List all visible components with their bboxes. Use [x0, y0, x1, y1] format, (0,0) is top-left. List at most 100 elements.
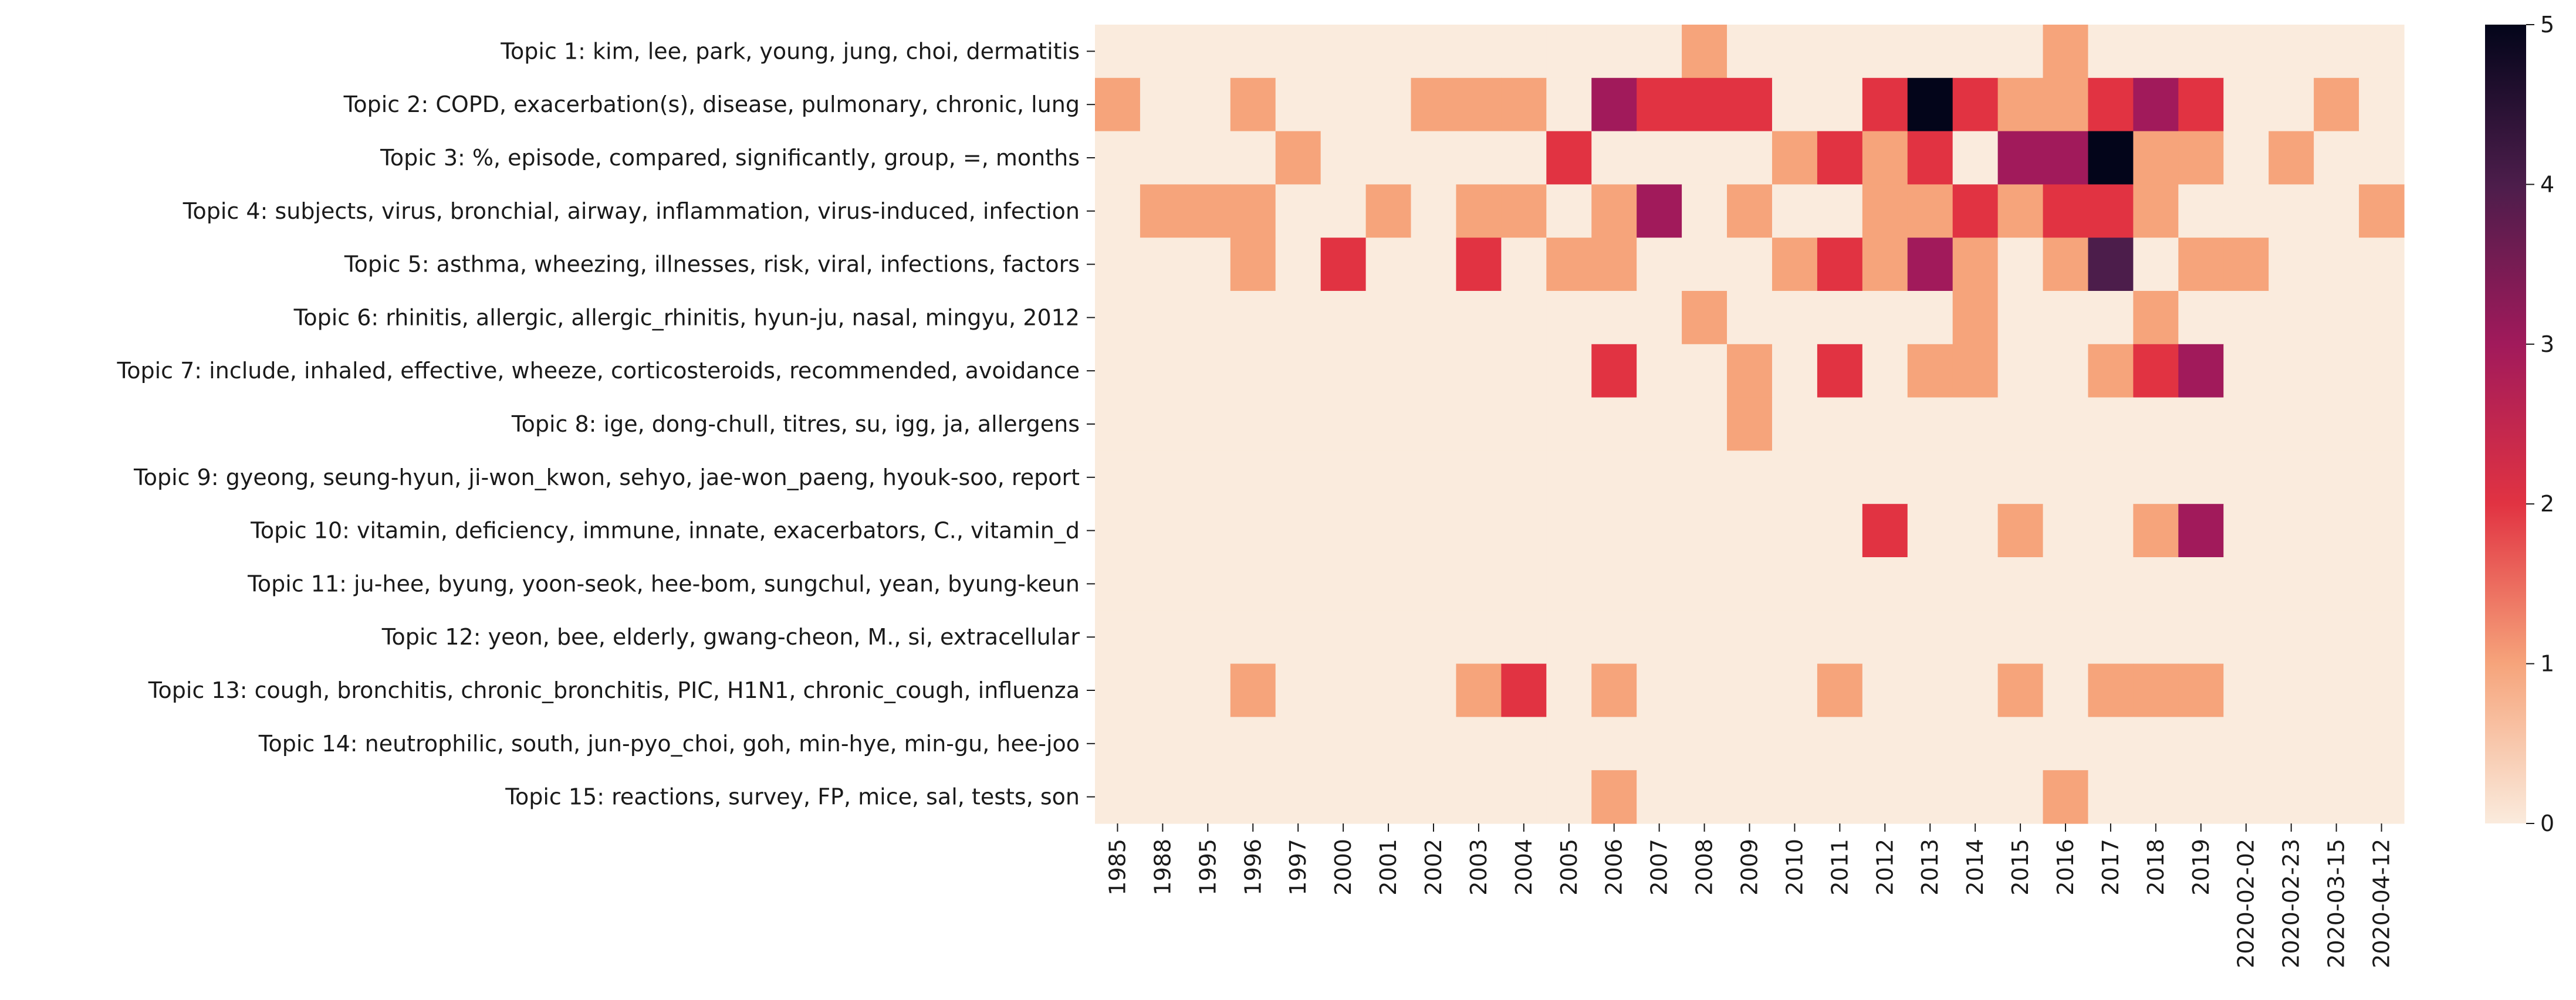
- heatmap-cell-r2-c26: [2223, 77, 2269, 132]
- heatmap-cell-r9-c13: [1637, 450, 1682, 504]
- heatmap-cell-r5-c14: [1682, 238, 1728, 291]
- colorbar-tick-label: 1: [2540, 651, 2554, 677]
- heatmap-cell-r1-c5: [1275, 25, 1321, 79]
- heatmap-cell-r6-c18: [1862, 291, 1908, 345]
- heatmap-cell-r1-c22: [2043, 25, 2089, 79]
- heatmap-cell-r10-c1: [1095, 504, 1141, 558]
- heatmap-cell-r8-c27: [2269, 397, 2314, 451]
- heatmap-cell-r13-c8: [1411, 663, 1457, 717]
- heatmap-cell-r14-c20: [1952, 717, 1999, 771]
- heatmap-cell-r13-c1: [1095, 663, 1141, 717]
- heatmap-cell-r9-c24: [2133, 450, 2179, 504]
- heatmap-cell-r8-c7: [1365, 397, 1412, 451]
- heatmap-cell-r14-c18: [1862, 717, 1908, 771]
- x-tick-label: 1995: [1195, 839, 1221, 896]
- heatmap-cell-r9-c9: [1456, 450, 1502, 504]
- heatmap-cell-r9-c7: [1365, 450, 1412, 504]
- heatmap-cell-r10-c18: [1862, 504, 1908, 558]
- heatmap-cell-r9-c1: [1095, 450, 1141, 504]
- heatmap-cell-r14-c10: [1501, 717, 1547, 771]
- heatmap-cell-r4-c29: [2359, 184, 2405, 238]
- heatmap-cell-r6-c21: [1997, 291, 2044, 345]
- heatmap-cell-r6-c20: [1952, 291, 1999, 345]
- heatmap-cell-r13-c27: [2269, 663, 2314, 717]
- heatmap-cells: [1095, 25, 2405, 824]
- heatmap-cell-r11-c27: [2269, 557, 2314, 611]
- heatmap-cell-r5-c3: [1185, 238, 1231, 291]
- heatmap-cell-r6-c5: [1275, 291, 1321, 345]
- heatmap-cell-r8-c9: [1456, 397, 1502, 451]
- x-tick-label: 2002: [1421, 839, 1446, 896]
- heatmap-cell-r10-c9: [1456, 504, 1502, 558]
- heatmap-cell-r4-c13: [1637, 184, 1682, 238]
- heatmap-cell-r15-c21: [1997, 770, 2044, 824]
- heatmap-cell-r13-c13: [1637, 663, 1682, 717]
- x-tick-label: 2015: [2007, 839, 2033, 896]
- heatmap-cell-r13-c11: [1546, 663, 1592, 717]
- heatmap-cell-r14-c9: [1456, 717, 1502, 771]
- heatmap-cell-r1-c19: [1907, 25, 1953, 79]
- heatmap-cell-r15-c26: [2223, 770, 2269, 824]
- heatmap-cell-r5-c19: [1907, 238, 1953, 291]
- heatmap-cell-r4-c15: [1727, 184, 1773, 238]
- heatmap-cell-r9-c27: [2269, 450, 2314, 504]
- heatmap-cell-r2-c8: [1411, 77, 1457, 132]
- heatmap-cell-r10-c16: [1772, 504, 1818, 558]
- heatmap-cell-r7-c23: [2088, 344, 2134, 398]
- heatmap-cell-r3-c24: [2133, 131, 2179, 185]
- heatmap-cell-r10-c8: [1411, 504, 1457, 558]
- heatmap-cell-r1-c2: [1140, 25, 1186, 79]
- heatmap-cell-r14-c8: [1411, 717, 1457, 771]
- x-tick-label: 2013: [1917, 839, 1943, 896]
- heatmap-cell-r2-c1: [1095, 77, 1141, 132]
- heatmap-cell-r5-c23: [2088, 238, 2134, 291]
- heatmap-cell-r4-c5: [1275, 184, 1321, 238]
- heatmap-cell-r12-c29: [2359, 610, 2405, 665]
- heatmap-cell-r15-c23: [2088, 770, 2134, 824]
- heatmap-cell-r4-c23: [2088, 184, 2134, 238]
- heatmap-cell-r7-c29: [2359, 344, 2405, 398]
- y-tick-label: Topic 6: rhinitis, allergic, allergic_rh…: [293, 304, 1080, 330]
- heatmap-cell-r9-c23: [2088, 450, 2134, 504]
- heatmap-cell-r7-c13: [1637, 344, 1682, 398]
- heatmap-cell-r13-c7: [1365, 663, 1412, 717]
- heatmap-cell-r13-c21: [1997, 663, 2044, 717]
- heatmap-cell-r11-c25: [2178, 557, 2224, 611]
- x-tick-label: 2019: [2188, 839, 2214, 896]
- heatmap-cell-r15-c2: [1140, 770, 1186, 824]
- heatmap-cell-r11-c29: [2359, 557, 2405, 611]
- heatmap-cell-r8-c21: [1997, 397, 2044, 451]
- heatmap-cell-r12-c25: [2178, 610, 2224, 665]
- heatmap-cell-r11-c22: [2043, 557, 2089, 611]
- heatmap-cell-r6-c2: [1140, 291, 1186, 345]
- heatmap-cell-r11-c7: [1365, 557, 1412, 611]
- heatmap-cell-r14-c1: [1095, 717, 1141, 771]
- heatmap-cell-r9-c15: [1727, 450, 1773, 504]
- heatmap-cell-r8-c29: [2359, 397, 2405, 451]
- heatmap-cell-r2-c13: [1637, 77, 1682, 132]
- heatmap-cell-r15-c10: [1501, 770, 1547, 824]
- heatmap-cell-r7-c3: [1185, 344, 1231, 398]
- heatmap-cell-r1-c11: [1546, 25, 1592, 79]
- heatmap-cell-r14-c11: [1546, 717, 1592, 771]
- heatmap-cell-r13-c19: [1907, 663, 1953, 717]
- heatmap-cell-r2-c22: [2043, 77, 2089, 132]
- heatmap-cell-r8-c22: [2043, 397, 2089, 451]
- heatmap-cell-r10-c10: [1501, 504, 1547, 558]
- heatmap-cell-r15-c24: [2133, 770, 2179, 824]
- heatmap-cell-r10-c22: [2043, 504, 2089, 558]
- heatmap-cell-r7-c24: [2133, 344, 2179, 398]
- heatmap-cell-r11-c20: [1952, 557, 1999, 611]
- heatmap-cell-r2-c17: [1817, 77, 1863, 132]
- heatmap-cell-r8-c24: [2133, 397, 2179, 451]
- heatmap-cell-r9-c29: [2359, 450, 2405, 504]
- heatmap-cell-r5-c6: [1320, 238, 1367, 291]
- heatmap-cell-r1-c10: [1501, 25, 1547, 79]
- heatmap-cell-r11-c10: [1501, 557, 1547, 611]
- heatmap-cell-r14-c14: [1682, 717, 1728, 771]
- heatmap-cell-r1-c3: [1185, 25, 1231, 79]
- heatmap-cell-r4-c12: [1591, 184, 1637, 238]
- heatmap-cell-r7-c7: [1365, 344, 1412, 398]
- heatmap-cell-r2-c25: [2178, 77, 2224, 132]
